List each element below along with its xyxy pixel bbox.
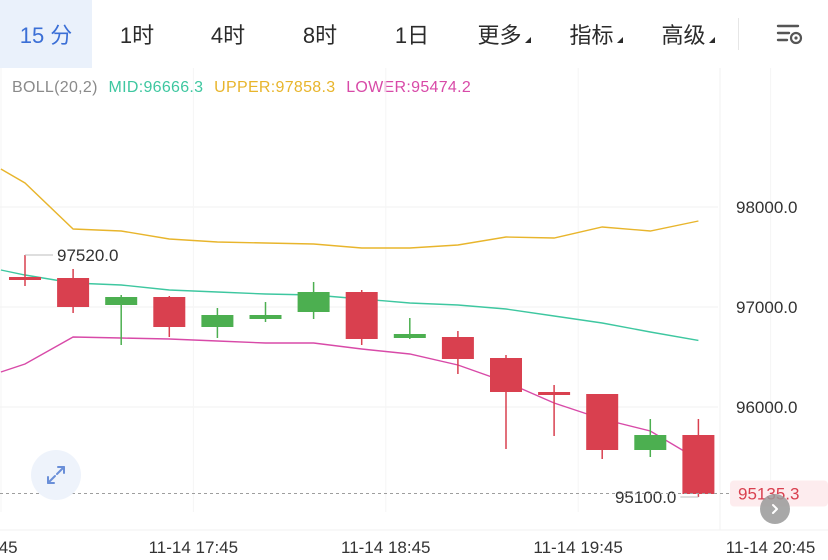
candle-body <box>634 435 667 450</box>
y-tick-label: 97000.0 <box>736 298 797 317</box>
tab-label: 更多 <box>477 23 522 48</box>
x-tick-label: 11-14 19:45 <box>533 538 622 557</box>
boll-legend: BOLL(20,2) MID:96666.3 UPPER:97858.3 LOW… <box>12 79 477 97</box>
candle-body <box>538 392 571 395</box>
tab-label: 指标 <box>569 23 614 48</box>
candle-body <box>345 292 378 339</box>
candle-body <box>57 278 90 307</box>
tab-0[interactable]: 15 分 <box>0 0 92 68</box>
boll-legend-upper: UPPER:97858.3 <box>214 79 336 96</box>
x-tick-label: :45 <box>0 538 18 557</box>
x-tick-label: 11-14 17:45 <box>149 538 238 557</box>
tab-2[interactable]: 4时 <box>182 0 274 68</box>
tab-4[interactable]: 1日 <box>366 0 458 68</box>
candle-body <box>153 297 186 327</box>
candle-body <box>490 358 522 392</box>
candle-body <box>201 315 234 327</box>
candle-body <box>249 315 282 319</box>
tab-1[interactable]: 1时 <box>92 0 182 68</box>
boll-mid-line <box>0 269 699 342</box>
expand-arrows-icon <box>47 466 65 484</box>
tab-6[interactable]: 指标 <box>550 0 642 68</box>
caret-down-icon <box>616 37 623 43</box>
tab-3[interactable]: 8时 <box>274 0 366 68</box>
expand-chart-button[interactable] <box>31 450 81 500</box>
tab-label: 高级 <box>661 23 706 48</box>
caret-down-icon <box>708 37 715 43</box>
chart-settings-icon <box>776 24 803 45</box>
candle-body <box>441 337 474 359</box>
boll-lower-line <box>0 336 699 461</box>
boll-legend-lower: LOWER:95474.2 <box>346 79 472 96</box>
last-price-tag <box>730 480 828 507</box>
timeframe-tab-bar: 15 分 1时 4时 8时 1日 更多 指标 高级 <box>0 0 828 68</box>
tab-label: 15 分 <box>19 23 73 48</box>
y-tick-label: 98000.0 <box>736 198 797 217</box>
high-price-label: 97520.0 <box>57 246 118 265</box>
low-price-label: 95100.0 <box>615 488 676 507</box>
tab-5[interactable]: 更多 <box>458 0 550 68</box>
x-tick-label: 11-14 18:45 <box>341 538 430 557</box>
caret-down-icon <box>524 37 531 43</box>
chevron-right-icon <box>772 504 778 514</box>
boll-legend-mid: MID:96666.3 <box>108 79 204 96</box>
y-tick-label: 96000.0 <box>736 398 797 417</box>
candle-body <box>297 292 330 312</box>
scroll-latest-button[interactable] <box>760 494 790 524</box>
tab-label: 8时 <box>302 23 338 48</box>
candle-body <box>105 297 138 305</box>
tab-label: 4时 <box>210 23 246 48</box>
tab-7[interactable]: 高级 <box>642 0 734 68</box>
tab-label: 1日 <box>394 23 430 48</box>
boll-upper-line <box>0 168 699 249</box>
tab-label: 1时 <box>119 23 155 48</box>
candle-body <box>393 334 426 338</box>
boll-legend-name: BOLL(20,2) <box>12 79 98 96</box>
chart-settings-button[interactable] <box>752 0 828 68</box>
x-tick-label: 11-14 20:45 <box>726 538 815 557</box>
candle-body <box>586 394 619 450</box>
candle-body <box>9 277 41 280</box>
candle-body <box>682 435 715 494</box>
settings-divider <box>738 18 739 50</box>
